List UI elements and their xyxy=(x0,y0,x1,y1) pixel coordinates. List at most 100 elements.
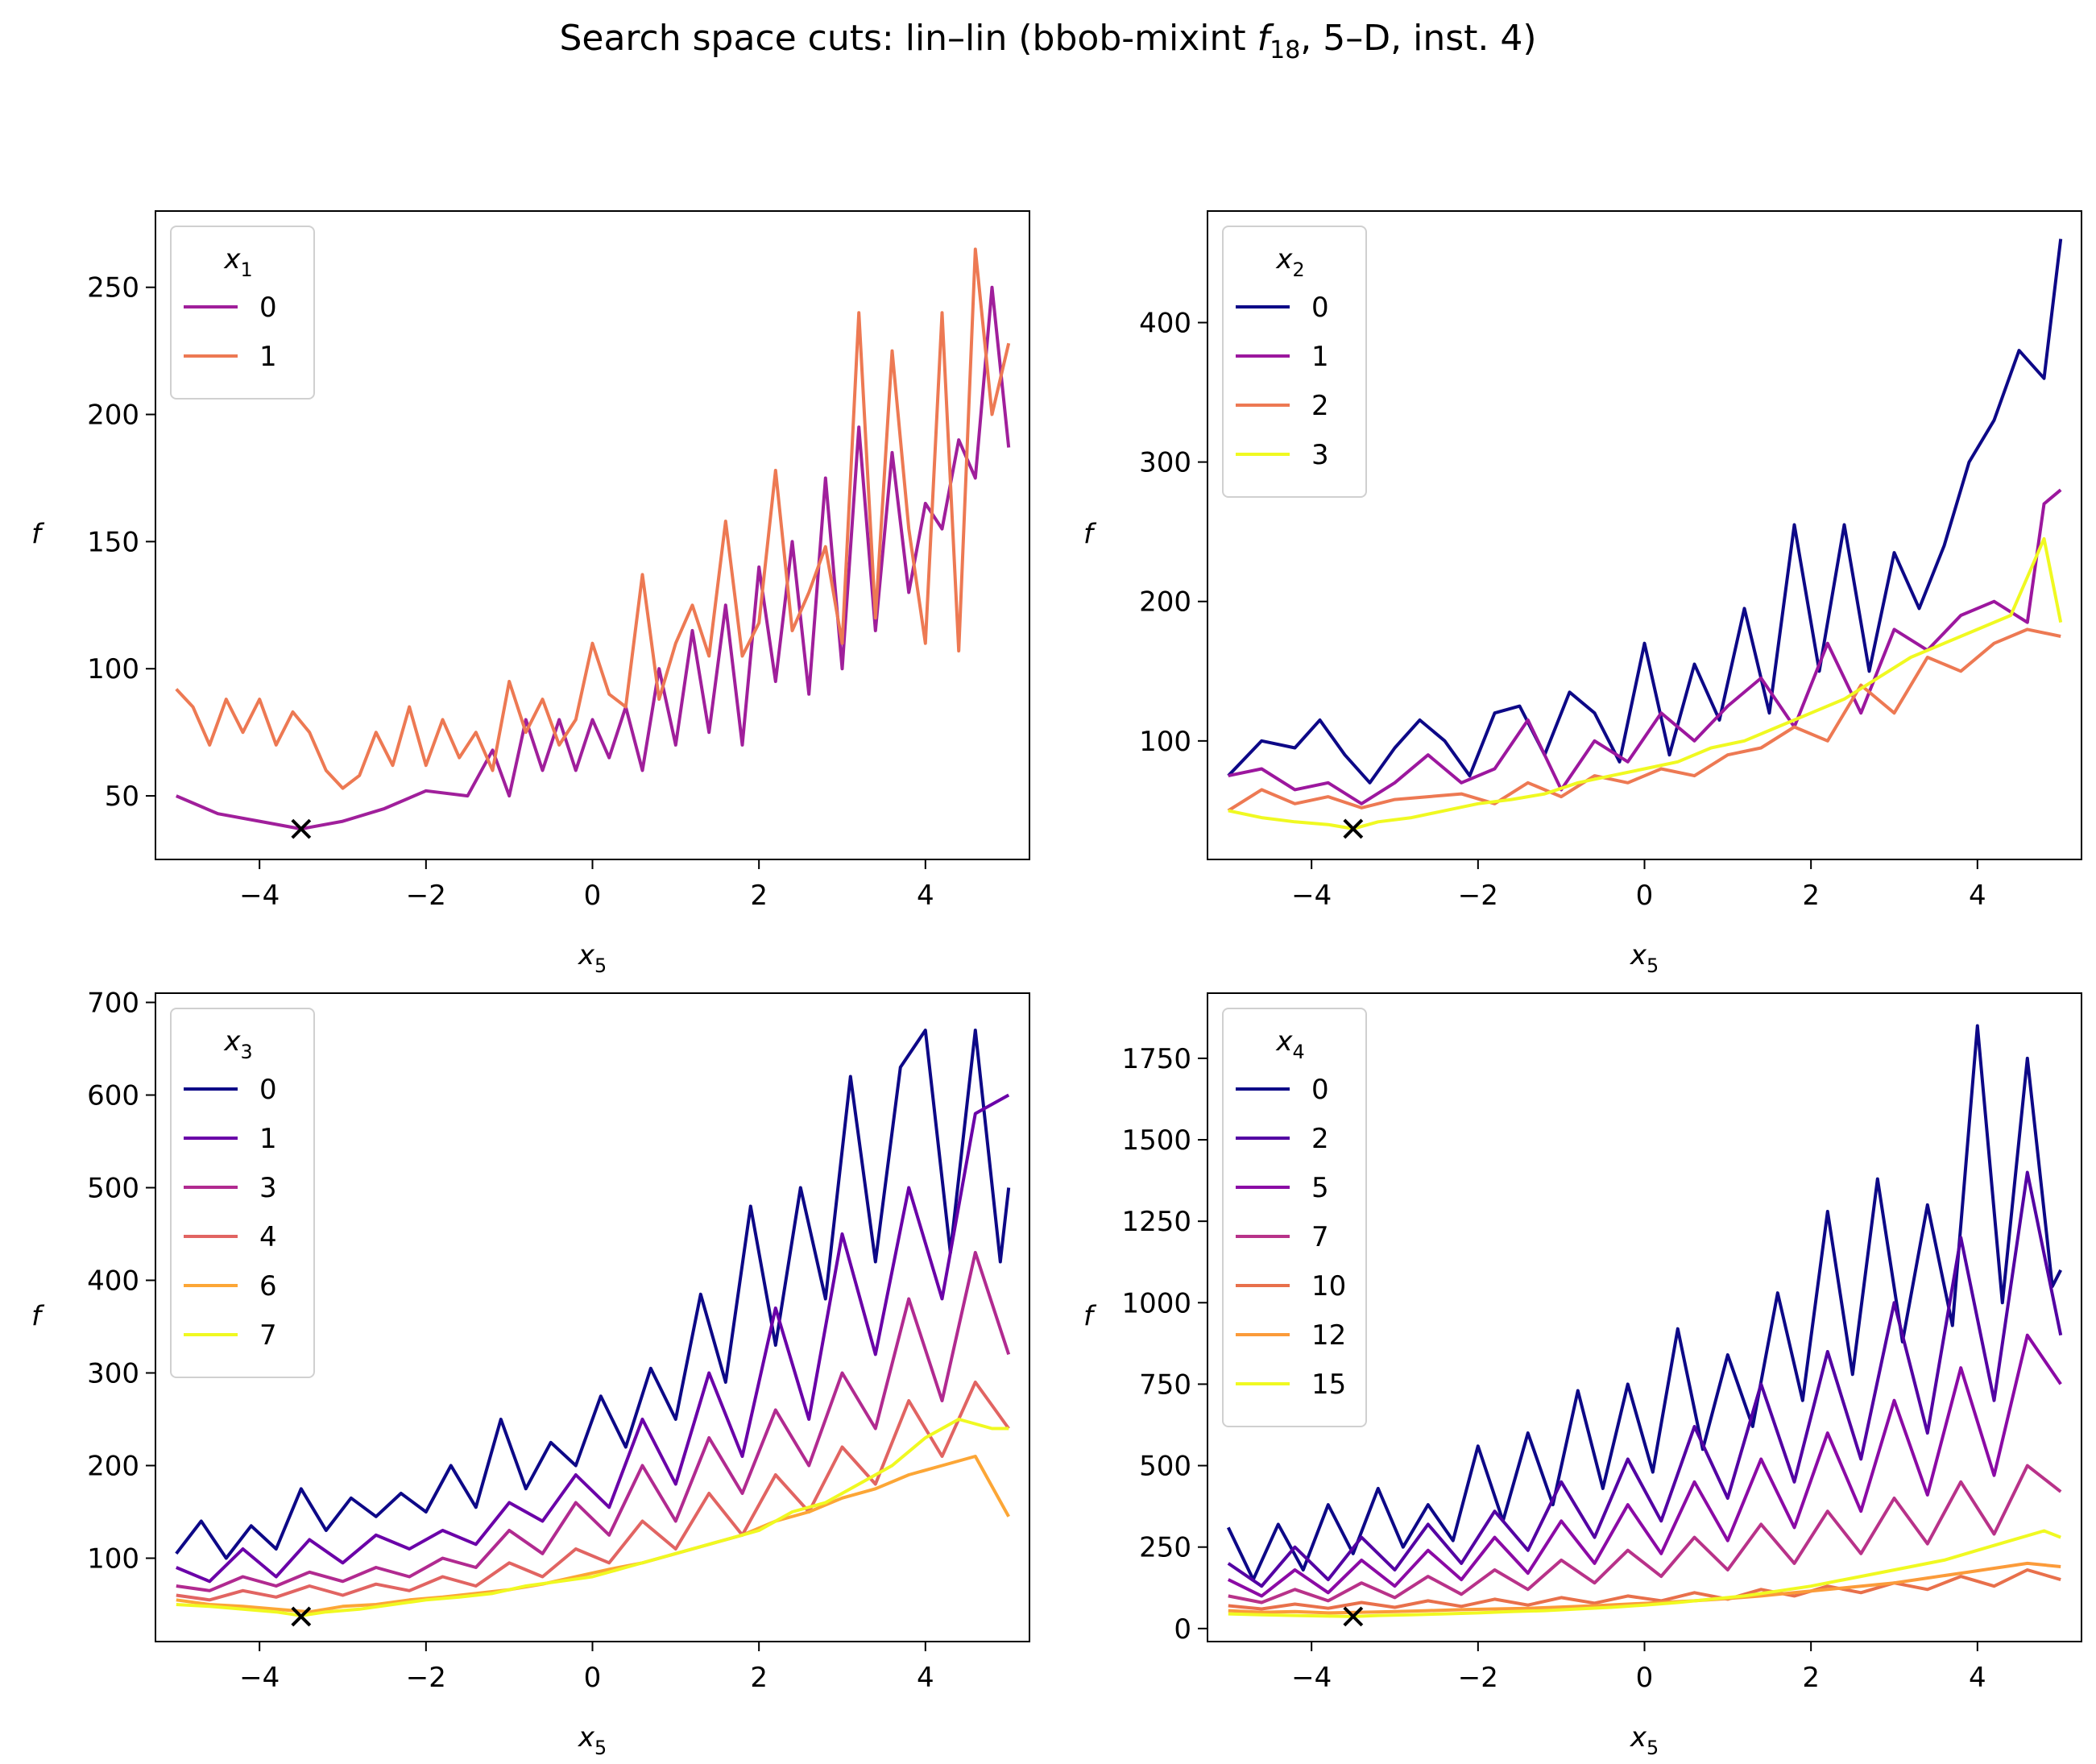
legend-label: 0 xyxy=(259,1074,277,1106)
minimum-marker xyxy=(291,1606,312,1627)
legend-label: 10 xyxy=(1311,1270,1346,1302)
figure-title-func-sub: 18 xyxy=(1270,35,1301,64)
series-line-10 xyxy=(1228,1568,2061,1611)
y-tick-label: 50 xyxy=(105,781,139,813)
series-group xyxy=(175,247,1011,831)
figure-title-rest: , 5–D, inst. 4) xyxy=(1300,18,1537,59)
x-tick-label: −4 xyxy=(239,880,280,912)
x-tick-label: −2 xyxy=(406,1662,446,1694)
legend-label: 7 xyxy=(259,1319,277,1352)
y-tick-label: 500 xyxy=(87,1173,139,1205)
legend-label: 4 xyxy=(259,1221,277,1253)
y-tick-label: 100 xyxy=(87,653,139,685)
legend-label: 1 xyxy=(259,1123,277,1155)
x-tick-label: 4 xyxy=(1969,880,1986,912)
series-line-0 xyxy=(175,1029,1011,1560)
x-tick-label: −4 xyxy=(1291,1662,1332,1694)
series-line-2 xyxy=(1227,627,2061,813)
legend-title: x2 xyxy=(1275,243,1304,281)
minimum-marker xyxy=(1343,818,1364,839)
x-tick-label: −4 xyxy=(1291,880,1332,912)
x-axis-label: x5 xyxy=(578,939,607,977)
x-tick-label: −2 xyxy=(1458,1662,1498,1694)
series-line-12 xyxy=(1228,1561,2061,1615)
y-tick-label: 1250 xyxy=(1121,1206,1191,1238)
y-tick-label: 150 xyxy=(87,526,139,558)
minimum-marker xyxy=(1343,1606,1364,1627)
legend-box xyxy=(1222,1008,1367,1427)
legend-label: 1 xyxy=(259,341,277,373)
y-tick-label: 0 xyxy=(1174,1613,1191,1646)
x-tick-label: 4 xyxy=(917,880,934,912)
figure-title: Search space cuts: lin–lin (bbob-mixint … xyxy=(0,18,2096,64)
y-tick-label: 200 xyxy=(87,1451,139,1483)
series-line-3 xyxy=(176,1251,1011,1592)
series-line-7 xyxy=(1228,1464,2062,1605)
y-tick-label: 400 xyxy=(87,1265,139,1298)
x-tick-label: 2 xyxy=(750,880,768,912)
x-axis-label: x5 xyxy=(578,1721,607,1759)
legend-label: 0 xyxy=(259,292,277,324)
legend-box xyxy=(170,226,315,400)
series-line-3 xyxy=(1228,536,2063,830)
y-tick-label: 500 xyxy=(1139,1451,1191,1483)
x-tick-label: 0 xyxy=(584,880,602,912)
y-axis-label: f xyxy=(31,519,45,551)
series-line-1 xyxy=(175,247,1011,790)
legend-label: 5 xyxy=(1311,1172,1329,1204)
x-axis-label: x5 xyxy=(1630,1721,1659,1759)
minimum-marker xyxy=(291,818,312,839)
legend-label: 15 xyxy=(1311,1369,1346,1401)
y-tick-label: 100 xyxy=(87,1543,139,1576)
subplot-4: −4 −2 0 2 402505007501000125015001750x5fx402… xyxy=(1083,992,2082,1759)
x-tick-label: 2 xyxy=(750,1662,768,1694)
legend-box xyxy=(1222,226,1367,498)
legend-label: 0 xyxy=(1311,292,1329,324)
series-line-0 xyxy=(1227,238,2063,785)
series-line-0 xyxy=(1226,1024,2062,1582)
legend-label: 2 xyxy=(1311,390,1329,422)
x-tick-label: 0 xyxy=(584,1662,602,1694)
series-line-1 xyxy=(176,1093,1010,1584)
legend-label: 0 xyxy=(1311,1074,1329,1106)
y-tick-label: 300 xyxy=(1139,447,1191,479)
y-tick-label: 200 xyxy=(87,400,139,432)
x-tick-label: 2 xyxy=(1802,880,1820,912)
legend-label: 1 xyxy=(1311,341,1329,373)
legend-title: x1 xyxy=(223,243,252,281)
series-line-15 xyxy=(1228,1529,2061,1618)
series-group xyxy=(1226,1024,2063,1618)
x-tick-label: −2 xyxy=(406,880,446,912)
y-tick-label: 200 xyxy=(1139,586,1191,619)
y-tick-label: 600 xyxy=(87,1080,139,1112)
x-tick-label: 2 xyxy=(1802,1662,1820,1694)
figure-title-text: Search space cuts: lin–lin (bbob-mixint xyxy=(559,18,1257,59)
y-axis-label: f xyxy=(1083,1301,1097,1333)
series-group xyxy=(1227,238,2063,830)
y-tick-label: 250 xyxy=(1139,1532,1191,1564)
series-line-5 xyxy=(1227,1333,2062,1598)
x-tick-label: 0 xyxy=(1636,1662,1654,1694)
legend-label: 6 xyxy=(259,1270,277,1302)
series-line-1 xyxy=(1228,488,2062,805)
x-axis-label: x5 xyxy=(1630,939,1659,977)
series-line-0 xyxy=(176,285,1011,831)
x-tick-label: 4 xyxy=(917,1662,934,1694)
y-tick-label: 1000 xyxy=(1121,1287,1191,1319)
y-tick-label: 300 xyxy=(87,1358,139,1390)
y-tick-label: 750 xyxy=(1139,1369,1191,1401)
legend-box xyxy=(170,1008,315,1378)
y-axis-label: f xyxy=(31,1301,45,1333)
x-tick-label: 0 xyxy=(1636,880,1654,912)
series-group xyxy=(175,1029,1011,1617)
legend-label: 7 xyxy=(1311,1221,1329,1253)
y-tick-label: 400 xyxy=(1139,307,1191,339)
legend-label: 3 xyxy=(1311,439,1329,471)
y-tick-label: 700 xyxy=(87,988,139,1020)
x-tick-label: −2 xyxy=(1458,880,1498,912)
series-line-7 xyxy=(176,1418,1009,1617)
y-tick-label: 1750 xyxy=(1121,1043,1191,1075)
y-tick-label: 100 xyxy=(1139,726,1191,758)
